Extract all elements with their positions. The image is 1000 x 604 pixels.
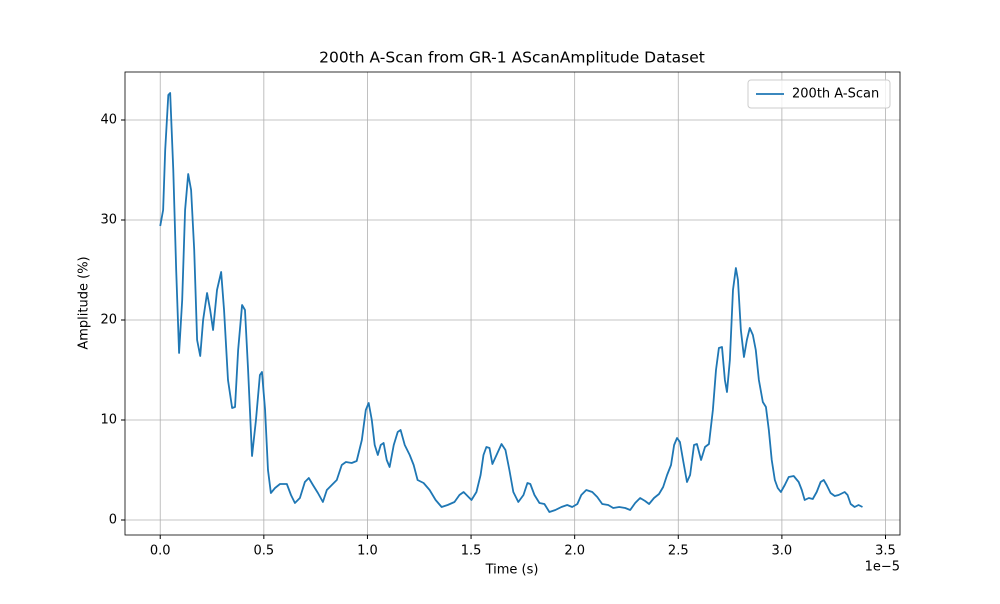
x-tick-label: 1.0 bbox=[357, 544, 378, 559]
y-tick-label: 10 bbox=[100, 413, 117, 428]
x-axis-label: Time (s) bbox=[485, 563, 539, 578]
x-offset-text: 1e−5 bbox=[865, 560, 900, 575]
legend-label: 200th A-Scan bbox=[792, 87, 879, 102]
x-tick-label: 3.0 bbox=[772, 544, 793, 559]
x-tick-label: 2.5 bbox=[668, 544, 689, 559]
legend-box bbox=[747, 79, 891, 109]
x-tick-label: 2.0 bbox=[564, 544, 585, 559]
y-tick-label: 0 bbox=[109, 513, 117, 528]
x-tick-label: 3.5 bbox=[875, 544, 896, 559]
y-tick-label: 30 bbox=[100, 213, 117, 228]
y-tick-label: 40 bbox=[100, 113, 117, 128]
x-tick-label: 0.5 bbox=[253, 544, 274, 559]
chart-title: 200th A-Scan from GR-1 AScanAmplitude Da… bbox=[319, 49, 705, 67]
plot-frame bbox=[124, 71, 901, 536]
line-series bbox=[159, 92, 863, 513]
y-tick-label: 20 bbox=[100, 313, 117, 328]
x-tick-label: 1.5 bbox=[461, 544, 482, 559]
y-axis-label: Amplitude (%) bbox=[77, 256, 92, 349]
x-tick-label: 0.0 bbox=[150, 544, 171, 559]
